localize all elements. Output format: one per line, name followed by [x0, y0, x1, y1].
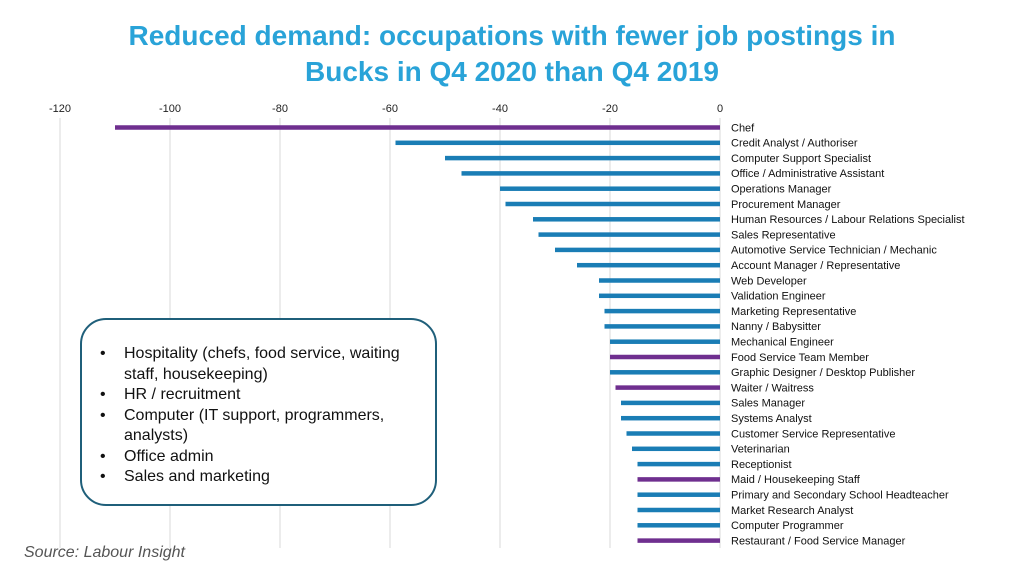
category-label: Account Manager / Representative	[731, 260, 900, 272]
category-label: Office / Administrative Assistant	[731, 168, 884, 180]
category-label: Validation Engineer	[731, 291, 826, 303]
bar	[637, 477, 720, 482]
category-label: Credit Analyst / Authoriser	[731, 138, 858, 150]
category-label: Primary and Secondary School Headteacher	[731, 490, 949, 502]
bar	[115, 125, 720, 130]
category-label: Automotive Service Technician / Mechanic	[731, 245, 937, 257]
category-label: Web Developer	[731, 275, 807, 287]
x-tick-label: -20	[602, 103, 618, 115]
bullet-icon: •	[100, 468, 106, 485]
callout-item-text: Sales and marketing	[124, 468, 270, 485]
x-axis-ticks: -120 -100 -80 -60 -40 -20 0	[49, 103, 723, 115]
category-label: Nanny / Babysitter	[731, 321, 821, 333]
callout-item: • HR / recruitment	[100, 385, 421, 406]
summary-callout: • Hospitality (chefs, food service, waiti…	[80, 318, 437, 506]
category-label: Maid / Housekeeping Staff	[731, 474, 861, 486]
category-label: Food Service Team Member	[731, 352, 869, 364]
bar	[604, 308, 720, 314]
bar	[637, 461, 720, 467]
bar	[395, 140, 720, 146]
category-label: Customer Service Representative	[731, 428, 895, 440]
bar	[555, 247, 720, 253]
bullet-icon: •	[100, 345, 106, 362]
category-label: Veterinarian	[731, 444, 790, 456]
callout-item: • Sales and marketing	[100, 467, 421, 488]
bar	[604, 324, 720, 329]
bullet-icon: •	[100, 406, 106, 424]
bullet-icon: •	[100, 386, 106, 403]
bar	[533, 217, 720, 222]
bar	[632, 446, 720, 452]
x-tick-label: -80	[272, 103, 288, 115]
title-line-2: Bucks in Q4 2020 than Q4 2019	[305, 56, 719, 87]
callout-item-text: Hospitality (chefs, food service, waitin…	[124, 345, 400, 383]
bar	[637, 523, 720, 528]
bar	[626, 431, 720, 436]
x-tick-label: 0	[717, 103, 723, 115]
category-label: Restaurant / Food Service Manager	[731, 535, 906, 547]
callout-item: • Office admin	[100, 447, 421, 468]
callout-item: • Hospitality (chefs, food service, waiti…	[100, 344, 421, 385]
x-tick-label: -100	[159, 103, 181, 115]
bar	[610, 339, 720, 344]
category-label: Market Research Analyst	[731, 505, 853, 517]
category-label: Mechanical Engineer	[731, 337, 834, 349]
callout-item: • Computer (IT support, programmers, anal…	[100, 406, 421, 447]
callout-item-text: Computer (IT support, programmers, analy…	[124, 406, 385, 445]
callout-item-text: HR / recruitment	[124, 386, 241, 403]
title-line-1: Reduced demand: occupations with fewer j…	[128, 20, 896, 51]
source-note: Source: Labour Insight	[24, 544, 185, 561]
bar	[599, 293, 720, 299]
x-tick-label: -40	[492, 103, 508, 115]
chart-title: Reduced demand: occupations with fewer j…	[60, 18, 964, 90]
category-label: Graphic Designer / Desktop Publisher	[731, 367, 915, 379]
bar	[621, 415, 720, 421]
bar	[610, 370, 720, 375]
bar	[621, 400, 720, 406]
category-label: Computer Support Specialist	[731, 153, 871, 165]
category-label: Sales Manager	[731, 398, 805, 410]
category-label: Marketing Representative	[731, 306, 856, 318]
category-label: Systems Analyst	[731, 413, 812, 425]
bar	[615, 385, 720, 390]
bar	[637, 507, 720, 513]
bar	[610, 354, 720, 360]
bar	[577, 262, 720, 268]
bar	[637, 492, 720, 497]
bar	[445, 155, 720, 161]
bar	[500, 186, 720, 191]
x-tick-label: -120	[49, 103, 71, 115]
category-label: Waiter / Waitress	[731, 382, 814, 394]
category-label: Operations Manager	[731, 184, 832, 196]
bar	[461, 171, 720, 176]
category-labels: Chef Credit Analyst / Authoriser Computer …	[731, 122, 965, 547]
category-label: Computer Programmer	[731, 520, 844, 532]
category-label: Sales Representative	[731, 229, 836, 241]
callout-item-text: Office admin	[124, 447, 214, 465]
bar	[538, 232, 720, 237]
bars	[115, 125, 720, 543]
category-label: Human Resources / Labour Relations Speci…	[731, 214, 965, 226]
bar	[505, 201, 720, 207]
category-label: Chef	[731, 122, 755, 134]
callout-list: • Hospitality (chefs, food service, waiti…	[100, 344, 421, 488]
x-tick-label: -60	[382, 103, 398, 115]
category-label: Receptionist	[731, 459, 792, 471]
category-label: Procurement Manager	[731, 199, 841, 211]
bar	[599, 278, 720, 283]
bullet-icon: •	[100, 447, 106, 465]
bar	[637, 538, 720, 543]
